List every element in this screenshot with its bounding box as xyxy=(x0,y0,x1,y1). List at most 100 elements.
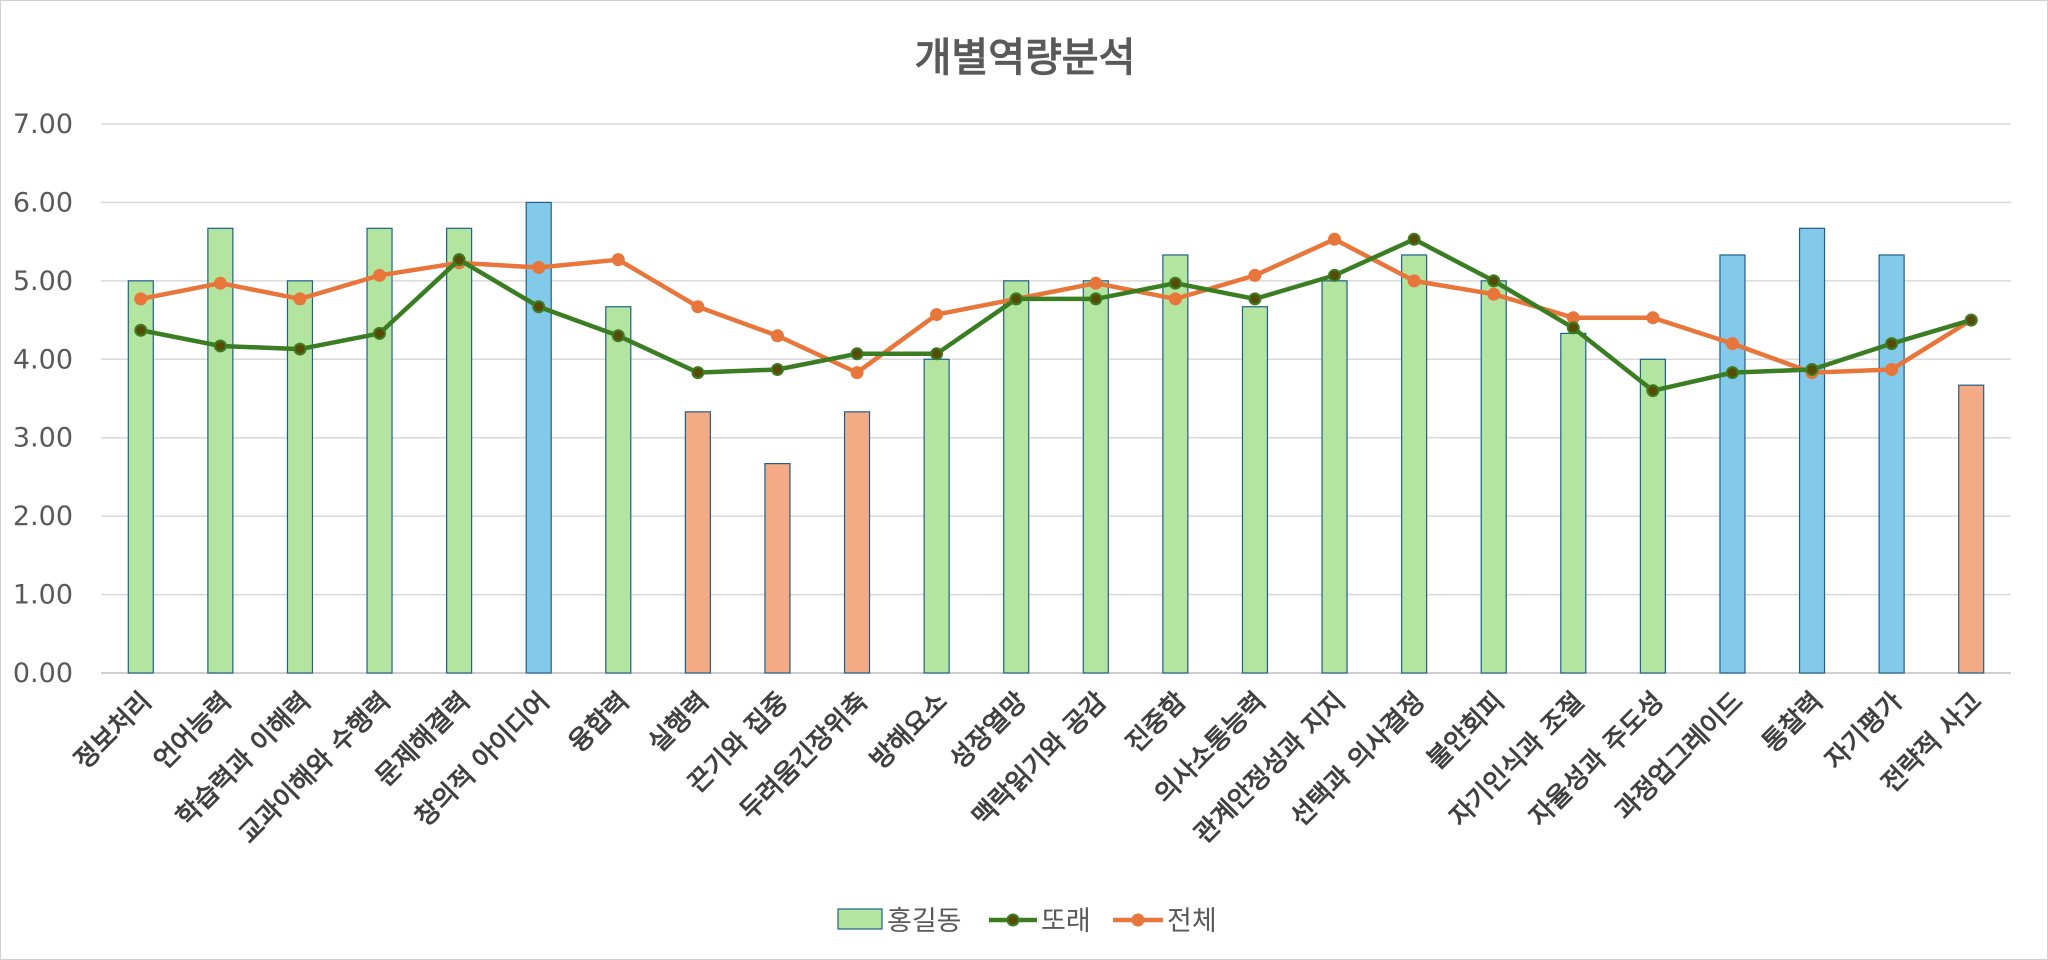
legend-label: 또래 xyxy=(1041,906,1091,937)
total-point xyxy=(930,308,944,322)
legend-label: 전체 xyxy=(1167,906,1217,937)
peer-point xyxy=(1328,268,1342,282)
peer-point xyxy=(611,329,625,343)
total-point xyxy=(1407,274,1421,288)
bar xyxy=(1958,384,1985,674)
x-tick-label: 창의적 아이디어 xyxy=(410,687,556,833)
peer-point xyxy=(1725,366,1739,380)
peer-point xyxy=(293,342,307,356)
legend: 홍길동 또래 전체 xyxy=(837,906,1217,937)
total-point xyxy=(1646,311,1660,325)
bar xyxy=(1401,254,1428,674)
bar xyxy=(207,227,234,674)
bar xyxy=(127,280,154,674)
bar xyxy=(1241,306,1269,674)
total-point xyxy=(213,276,227,290)
peer-point xyxy=(1885,337,1899,351)
y-tick-label: 1.00 xyxy=(13,580,73,611)
bar xyxy=(1082,280,1109,674)
total-point xyxy=(134,292,148,306)
peer-point xyxy=(691,366,705,380)
peer-point xyxy=(134,323,148,337)
bar xyxy=(1798,227,1826,674)
total-point xyxy=(1328,232,1342,246)
bar xyxy=(1162,254,1189,674)
bar xyxy=(923,358,950,674)
total-point xyxy=(1725,337,1739,351)
peer-point xyxy=(452,253,466,267)
total-point xyxy=(373,268,387,282)
total-point xyxy=(293,292,307,306)
total-point xyxy=(532,261,546,275)
total-point xyxy=(850,366,864,380)
peer-series-line xyxy=(140,237,1972,393)
x-tick-label: 통찰력 xyxy=(1757,687,1829,759)
y-tick-label: 0.00 xyxy=(13,658,73,689)
y-tick-label: 4.00 xyxy=(13,344,73,375)
total-point xyxy=(611,253,625,267)
peer-point xyxy=(532,300,546,314)
bar xyxy=(1719,254,1746,674)
x-tick-label: 정보처리 xyxy=(69,687,158,776)
x-tick-label: 진중함 xyxy=(1120,687,1192,759)
bar xyxy=(684,411,711,674)
x-tick-label: 자율성과 주도성 xyxy=(1524,687,1670,833)
line-series-layer xyxy=(134,232,1978,398)
x-tick-label: 학습력과 이해력 xyxy=(171,687,317,833)
bar xyxy=(843,411,871,674)
peer-point xyxy=(770,362,784,376)
bar xyxy=(1639,358,1666,674)
total-point xyxy=(1885,362,1899,376)
peer-point xyxy=(1407,232,1421,246)
x-tick-label: 융합력 xyxy=(563,687,635,759)
legend-swatch-marker xyxy=(1131,913,1145,927)
peer-point xyxy=(1089,292,1103,306)
legend-swatch-marker xyxy=(1006,913,1020,927)
peer-point xyxy=(930,347,944,361)
peer-point xyxy=(1168,276,1182,290)
peer-point xyxy=(1566,321,1580,335)
bar-series-layer xyxy=(127,201,1985,674)
y-axis-ticks: 0.00 1.00 2.00 3.00 4.00 5.00 6.00 7.00 xyxy=(13,109,73,689)
bar xyxy=(605,306,632,674)
total-point xyxy=(770,329,784,343)
peer-point xyxy=(1805,362,1819,376)
x-tick-label: 실행력 xyxy=(643,687,715,759)
total-point xyxy=(1487,287,1501,301)
total-point xyxy=(1089,276,1103,290)
peer-point xyxy=(1646,384,1660,398)
total-point xyxy=(1168,292,1182,306)
chart-title: 개별역량분석 xyxy=(915,35,1136,81)
bar xyxy=(1878,254,1905,674)
bar xyxy=(1321,280,1348,674)
legend-swatch-bar xyxy=(837,908,883,930)
bar xyxy=(366,227,393,674)
gridlines xyxy=(101,123,2011,674)
peer-point xyxy=(1248,292,1262,306)
y-tick-label: 3.00 xyxy=(13,423,73,454)
y-tick-label: 7.00 xyxy=(13,109,73,140)
total-point xyxy=(691,300,705,314)
peer-point xyxy=(213,339,227,353)
peer-point xyxy=(1487,274,1501,288)
bar xyxy=(764,462,791,674)
y-tick-label: 5.00 xyxy=(13,266,73,297)
bar xyxy=(1480,280,1507,674)
peer-point xyxy=(1964,313,1978,327)
x-tick-label: 선택과 의사결정 xyxy=(1285,687,1431,833)
peer-point xyxy=(1009,292,1023,306)
peer-point xyxy=(850,347,864,361)
total-series-line xyxy=(140,237,1973,375)
peer-point xyxy=(373,326,387,340)
x-tick-label: 방해요소 xyxy=(865,687,954,776)
x-tick-label: 자기인식과 조절 xyxy=(1444,687,1590,833)
bar xyxy=(525,201,552,674)
y-tick-label: 6.00 xyxy=(13,187,73,218)
bar xyxy=(446,227,473,674)
bar xyxy=(1560,332,1587,674)
y-tick-label: 2.00 xyxy=(13,501,73,532)
total-point xyxy=(1248,268,1262,282)
